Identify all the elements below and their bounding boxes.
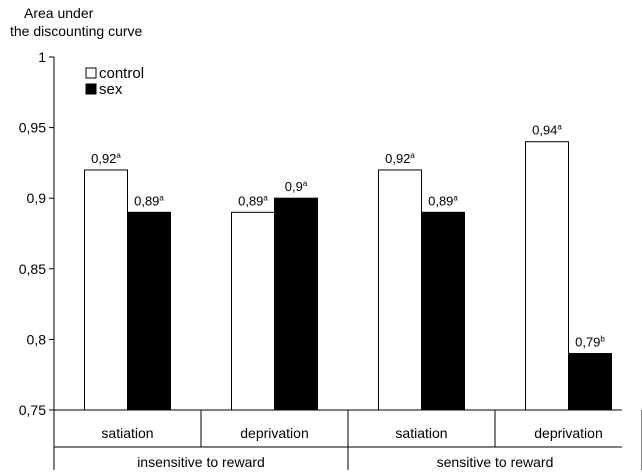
sex-bar	[274, 197, 318, 411]
y-axis-label-line-1: Area under	[24, 5, 94, 21]
group-label: insensitive to reward	[137, 454, 265, 470]
control-data-label: 0,89a	[238, 193, 268, 208]
y-tick-label: 0,85	[19, 261, 46, 277]
sex-bar	[568, 353, 612, 411]
sex-data-label: 0,89a	[134, 193, 164, 208]
y-tick-label: 0,9	[27, 190, 47, 206]
sex-legend-label: sex	[99, 81, 123, 98]
sex-legend-swatch	[85, 83, 97, 95]
control-bar	[231, 211, 275, 411]
sex-bar	[421, 211, 465, 411]
control-data-label: 0,92a	[91, 151, 121, 166]
category-label: satiation	[101, 425, 153, 441]
y-tick-label: 0,95	[19, 120, 46, 136]
control-bar	[525, 141, 569, 411]
sex-data-label: 0,79b	[575, 335, 605, 350]
y-tick-label: 1	[38, 49, 46, 65]
sex-data-label: 0,9a	[285, 179, 308, 194]
y-axis-label-line-2: the discounting curve	[10, 23, 143, 39]
y-tick-label: 0,8	[27, 331, 47, 347]
category-label: deprivation	[534, 425, 603, 441]
plot-area: 0,75 0,8 0,85 0,9 0,95 1 0,92a 0,89a satiation 0,…	[19, 49, 642, 470]
control-legend-label: control	[99, 65, 144, 82]
control-data-label: 0,94a	[532, 123, 562, 138]
category-label: satiation	[395, 425, 447, 441]
group-label: sensitive to reward	[437, 454, 554, 470]
control-bar	[378, 169, 422, 411]
category-label: deprivation	[240, 425, 309, 441]
control-data-label: 0,92a	[385, 151, 415, 166]
sex-data-label: 0,89a	[428, 193, 458, 208]
y-tick-label: 0,75	[19, 402, 46, 418]
control-bar	[84, 169, 128, 411]
sex-bar	[127, 211, 171, 411]
control-legend-swatch	[85, 67, 97, 79]
